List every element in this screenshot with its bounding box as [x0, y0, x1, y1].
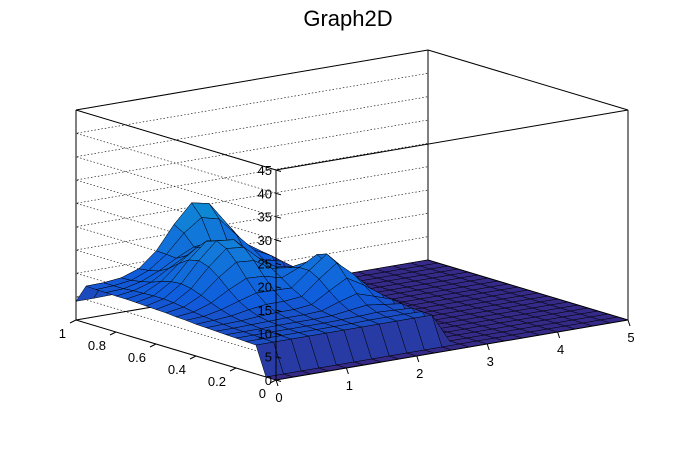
z-tick-mark: [275, 356, 282, 359]
z-tick-label: 15: [258, 303, 272, 318]
frame-edge: [427, 49, 629, 111]
x-tick-label: 4: [557, 342, 564, 357]
y-tick-label: 0: [259, 386, 266, 401]
z-tick-label: 0: [265, 373, 272, 388]
z-tick-mark: [275, 286, 282, 289]
z-tick-mark: [275, 216, 282, 219]
z-tick-label: 30: [258, 233, 272, 248]
z-tick-label: 10: [258, 326, 272, 341]
y-tick-mark: [69, 319, 77, 324]
y-tick-label: 1: [59, 326, 66, 341]
z-tick-label: 35: [258, 210, 272, 225]
z-tick-label: 25: [258, 256, 272, 271]
z-tick-label: 40: [258, 186, 272, 201]
y-tick-label: 0.2: [208, 374, 226, 389]
frame-edge: [275, 109, 629, 171]
z-tick-mark: [275, 262, 282, 266]
x-tick-label: 2: [416, 366, 423, 381]
frame-edge: [75, 49, 429, 111]
z-tick-mark: [275, 239, 282, 242]
frame-edge: [75, 109, 277, 171]
chart-title: Graph2D: [303, 6, 392, 31]
y-tick-mark: [229, 367, 237, 372]
z-tick-mark: [275, 332, 282, 336]
x-tick-label: 5: [627, 330, 634, 345]
z-tick-mark: [275, 169, 282, 172]
frame-edge: [75, 319, 277, 381]
x-tick-mark: [486, 343, 490, 351]
y-tick-mark: [189, 355, 197, 360]
x-tick-mark: [345, 367, 349, 375]
z-tick-label: 20: [258, 280, 272, 295]
grid-line: [75, 143, 429, 264]
grid-line: [75, 73, 429, 194]
y-tick-label: 0.4: [168, 362, 186, 377]
z-tick-label: 5: [265, 350, 272, 365]
y-tick-mark: [269, 379, 277, 384]
x-tick-mark: [627, 319, 631, 327]
x-tick-label: 3: [487, 354, 494, 369]
box-frame-front: [275, 49, 629, 381]
z-tick-mark: [275, 379, 282, 382]
surface: [75, 202, 629, 381]
z-tick-mark: [275, 309, 282, 312]
frame-edge: [427, 259, 629, 321]
frame-edge: [275, 319, 629, 381]
x-tick-label: 0: [275, 390, 282, 405]
x-tick-mark: [557, 331, 561, 339]
y-tick-label: 0.6: [128, 350, 146, 365]
z-tick-mark: [275, 192, 282, 196]
x-tick-mark: [416, 355, 420, 363]
z-tick-label: 45: [258, 163, 272, 178]
y-tick-mark: [149, 343, 157, 348]
x-tick-mark: [275, 379, 279, 387]
x-tick-label: 1: [346, 378, 353, 393]
y-tick-mark: [109, 331, 117, 336]
y-tick-label: 0.8: [88, 338, 106, 353]
